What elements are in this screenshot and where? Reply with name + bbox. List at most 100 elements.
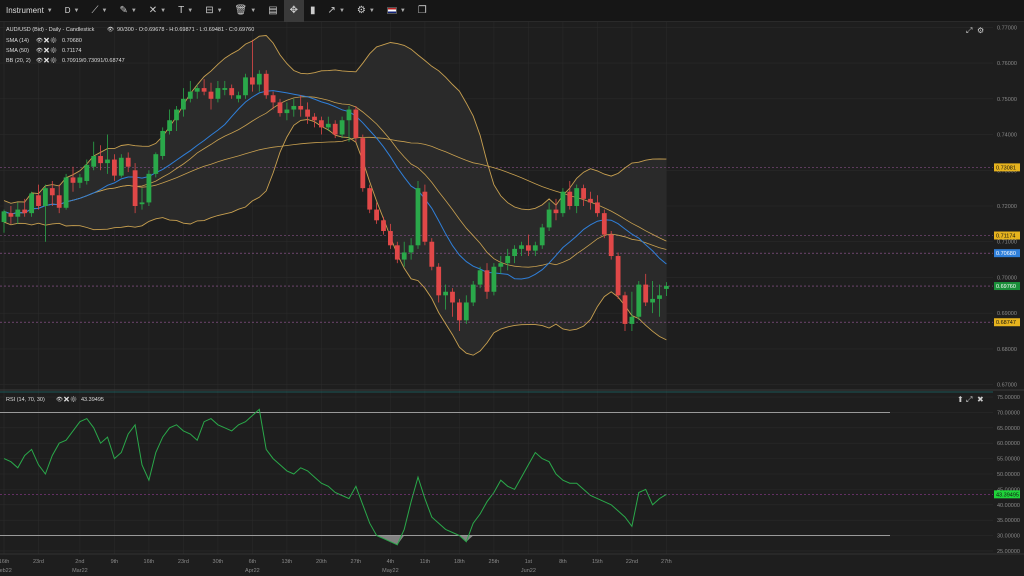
time-tick-sublabel: Apr22 bbox=[245, 568, 260, 574]
drawing-tool-button[interactable]: ⟋ ▼ bbox=[85, 0, 113, 22]
candle-body bbox=[229, 88, 235, 96]
cross-tool-button[interactable]: ✕ ▼ bbox=[143, 0, 172, 22]
rsi-line bbox=[3, 408, 667, 546]
candle-body bbox=[360, 138, 366, 189]
candle-body bbox=[608, 234, 614, 257]
time-tick-label: 13th bbox=[282, 559, 293, 565]
price-tick-label: 0.71000 bbox=[997, 240, 1017, 246]
candle-body bbox=[174, 109, 179, 121]
candle-body bbox=[312, 116, 317, 121]
bb-eye-icon[interactable]: 👁✖⚙ bbox=[36, 57, 57, 64]
rsi-legend: RSI (14, 70, 30) 👁✖⚙ 43.39495 bbox=[6, 396, 104, 403]
flag-icon bbox=[386, 7, 397, 14]
price-tag-label: 0.68747 bbox=[996, 320, 1016, 326]
chart-legend: AUD/USD (Bid) - Daily - Candlestick 👁 90… bbox=[6, 26, 254, 64]
time-tick-label: 15th bbox=[592, 559, 603, 565]
measure-tool-button[interactable]: ⊟ ▼ bbox=[199, 0, 228, 22]
brush-icon: ✎ bbox=[119, 5, 128, 16]
legend-ohlc: 90/300 - O:0.69678 - H:0.69871 - L:0.694… bbox=[117, 27, 254, 33]
candle-body bbox=[125, 157, 131, 167]
sma50-eye-icon[interactable]: 👁✖⚙ bbox=[36, 47, 57, 54]
rsi-current-tag-label: 43.39495 bbox=[996, 492, 1019, 498]
candle-body bbox=[636, 284, 642, 317]
candle-body bbox=[601, 213, 607, 235]
candle-body bbox=[367, 188, 373, 210]
chevron-down-icon: ▼ bbox=[187, 7, 194, 14]
text-icon: T bbox=[178, 5, 185, 16]
time-tick-sublabel: May22 bbox=[382, 568, 399, 574]
text-tool-button[interactable]: T ▼ bbox=[172, 0, 199, 22]
candle-body bbox=[664, 286, 669, 289]
candle-body bbox=[208, 91, 214, 99]
sma14-value: 0.70680 bbox=[62, 38, 82, 44]
brush-tool-button[interactable]: ✎ ▼ bbox=[113, 0, 142, 22]
bb-value: 0.70919/0.73091/0.68747 bbox=[62, 58, 125, 64]
candle-body bbox=[346, 109, 352, 121]
candle-body bbox=[277, 102, 283, 114]
price-tick-label: 0.77000 bbox=[997, 25, 1017, 31]
candle-body bbox=[181, 98, 186, 110]
candle-body bbox=[167, 120, 172, 131]
close-rsi-icon[interactable]: ✖ bbox=[977, 395, 984, 404]
language-button[interactable]: ▼ bbox=[381, 0, 412, 22]
candle-body bbox=[581, 188, 586, 199]
candle-body bbox=[222, 88, 228, 90]
chevron-down-icon: ▼ bbox=[73, 7, 80, 14]
rsi-tick-label: 35.00000 bbox=[997, 518, 1020, 524]
candle-body bbox=[132, 170, 138, 206]
candle-body bbox=[63, 177, 69, 208]
expand-icon[interactable]: ⤢ bbox=[965, 26, 972, 35]
gear-icon[interactable]: ⚙ bbox=[977, 26, 984, 35]
move-up-icon[interactable]: ⬆ bbox=[957, 395, 964, 404]
time-tick-label: 27th bbox=[351, 559, 362, 565]
chart-type-button[interactable]: ▮ bbox=[304, 0, 322, 22]
delete-button[interactable]: 🗑 ▼ bbox=[229, 0, 263, 22]
toolbar: Instrument ▼ D ▼ ⟋ ▼ ✎ ▼ ✕ ▼ T ▼ ⊟ ▼ 🗑 ▼ ▤ ✥ ▮ ↗… bbox=[0, 0, 1024, 22]
price-tag-label: 0.70680 bbox=[996, 251, 1016, 257]
rsi-tick-label: 55.00000 bbox=[997, 457, 1020, 463]
expand-rsi-icon[interactable]: ⤢ bbox=[965, 395, 972, 404]
rsi-axis: 75.00000 70.00000 65.00000 60.00000 55.00000… bbox=[994, 395, 1020, 555]
rsi-eye-icon[interactable]: 👁✖⚙ bbox=[56, 396, 77, 403]
popout-icon: ❐ bbox=[417, 5, 427, 16]
instrument-label: Instrument bbox=[6, 6, 44, 15]
candle-body bbox=[429, 241, 435, 267]
candle-body bbox=[118, 157, 124, 176]
chevron-down-icon: ▼ bbox=[46, 7, 53, 14]
candle-body bbox=[187, 91, 193, 99]
chart-type-icon: ▮ bbox=[310, 5, 316, 16]
candle-body bbox=[8, 213, 14, 217]
sma14-eye-icon[interactable]: 👁✖⚙ bbox=[36, 37, 57, 44]
candle-body bbox=[574, 188, 580, 206]
candle-body bbox=[595, 202, 600, 214]
chart-area[interactable]: 0.770000.760000.750000.740000.730000.720… bbox=[0, 22, 1024, 576]
popout-button[interactable]: ❐ bbox=[412, 0, 433, 22]
chevron-down-icon: ▼ bbox=[130, 7, 137, 14]
candle-body bbox=[539, 227, 545, 246]
layout-button[interactable]: ▤ bbox=[262, 0, 283, 22]
price-tick-label: 0.68000 bbox=[997, 347, 1017, 353]
candle-body bbox=[588, 198, 593, 203]
candle-body bbox=[194, 88, 200, 92]
price-tag bbox=[994, 163, 1020, 172]
time-tick-label: 23rd bbox=[178, 559, 189, 565]
settings-button[interactable]: ⚙ ▼ bbox=[351, 0, 381, 22]
time-tick-label: 22nd bbox=[626, 559, 638, 565]
crosshair-button[interactable]: ✥ bbox=[283, 0, 305, 22]
arrow-button[interactable]: ↗ ▼ bbox=[322, 0, 351, 22]
rsi-tick-label: 75.00000 bbox=[997, 395, 1020, 401]
candle-body bbox=[484, 270, 490, 292]
time-tick-label: 30th bbox=[213, 559, 224, 565]
time-tick-label: 2nd bbox=[75, 559, 84, 565]
eye-icon[interactable]: 👁 bbox=[107, 26, 114, 33]
candle-body bbox=[498, 263, 504, 267]
candle-body bbox=[201, 88, 207, 92]
instrument-dropdown[interactable]: Instrument ▼ bbox=[0, 0, 59, 22]
candle-body bbox=[643, 284, 649, 303]
time-tick-label: 16th bbox=[144, 559, 155, 565]
candle-body bbox=[381, 220, 386, 232]
chevron-down-icon: ▼ bbox=[160, 7, 167, 14]
time-tick-label: 20th bbox=[316, 559, 327, 565]
timeframe-dropdown[interactable]: D ▼ bbox=[59, 0, 86, 22]
trash-icon: 🗑 bbox=[234, 5, 248, 16]
